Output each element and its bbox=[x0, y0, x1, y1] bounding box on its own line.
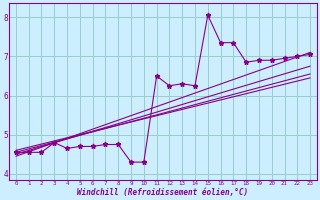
X-axis label: Windchill (Refroidissement éolien,°C): Windchill (Refroidissement éolien,°C) bbox=[77, 188, 249, 197]
